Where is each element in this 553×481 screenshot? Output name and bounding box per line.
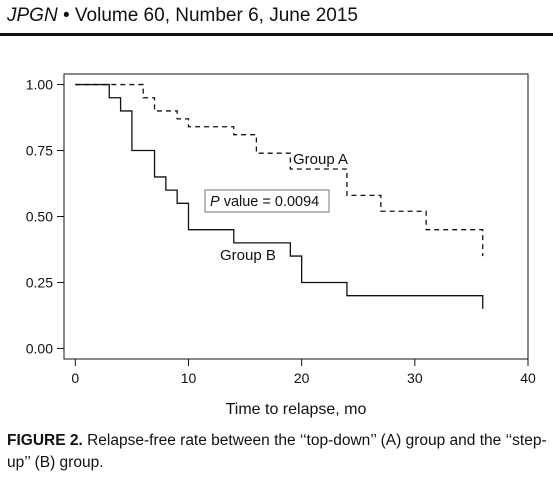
pvalue-box: P value = 0.0094 <box>204 189 330 213</box>
group-a-label: Group A <box>293 151 348 168</box>
x-tick-label: 30 <box>407 370 423 386</box>
journal-header: JPGN • Volume 60, Number 6, June 2015 <box>7 5 358 27</box>
x-tick-label: 20 <box>294 370 310 386</box>
x-axis: 0 10 20 30 40 <box>71 359 536 386</box>
issue-info: Volume 60, Number 6, June 2015 <box>74 5 358 26</box>
y-tick-label: 0.00 <box>26 340 53 356</box>
kaplan-meier-chart: 0 10 20 30 40 0.00 0.25 0.50 0.75 1.00 Time to r… <box>26 73 536 418</box>
series-group-b-line <box>75 83 484 309</box>
plot-frame <box>63 73 529 360</box>
y-tick-label: 0.25 <box>26 274 53 290</box>
y-tick-label: 0.50 <box>26 209 53 225</box>
header-rule <box>0 33 553 36</box>
x-tick-label: 40 <box>520 370 536 386</box>
x-tick-label: 0 <box>71 370 79 386</box>
x-axis-label: Time to relapse, mo <box>226 401 367 418</box>
series-group-a-line <box>75 83 484 257</box>
series-layer <box>75 83 484 309</box>
pvalue-border <box>204 189 330 213</box>
pvalue-value: value = 0.0094 <box>220 194 320 210</box>
y-axis: 0.00 0.25 0.50 0.75 1.00 <box>26 77 64 356</box>
figure-caption: FIGURE 2. Relapse-free rate between the … <box>7 430 547 474</box>
pvalue-p: P <box>210 194 220 210</box>
x-tick-label: 10 <box>181 370 197 386</box>
group-b-label: Group B <box>220 247 276 264</box>
pvalue-text: P value = 0.0094 <box>210 194 319 210</box>
y-tick-label: 1.00 <box>26 77 53 93</box>
journal-name: JPGN <box>7 5 58 26</box>
caption-label: FIGURE 2. <box>7 432 83 449</box>
y-tick-label: 0.75 <box>26 143 53 159</box>
header-bullet: • <box>62 5 70 26</box>
caption-text: Relapse-free rate between the ‘‘top-down… <box>7 432 547 471</box>
